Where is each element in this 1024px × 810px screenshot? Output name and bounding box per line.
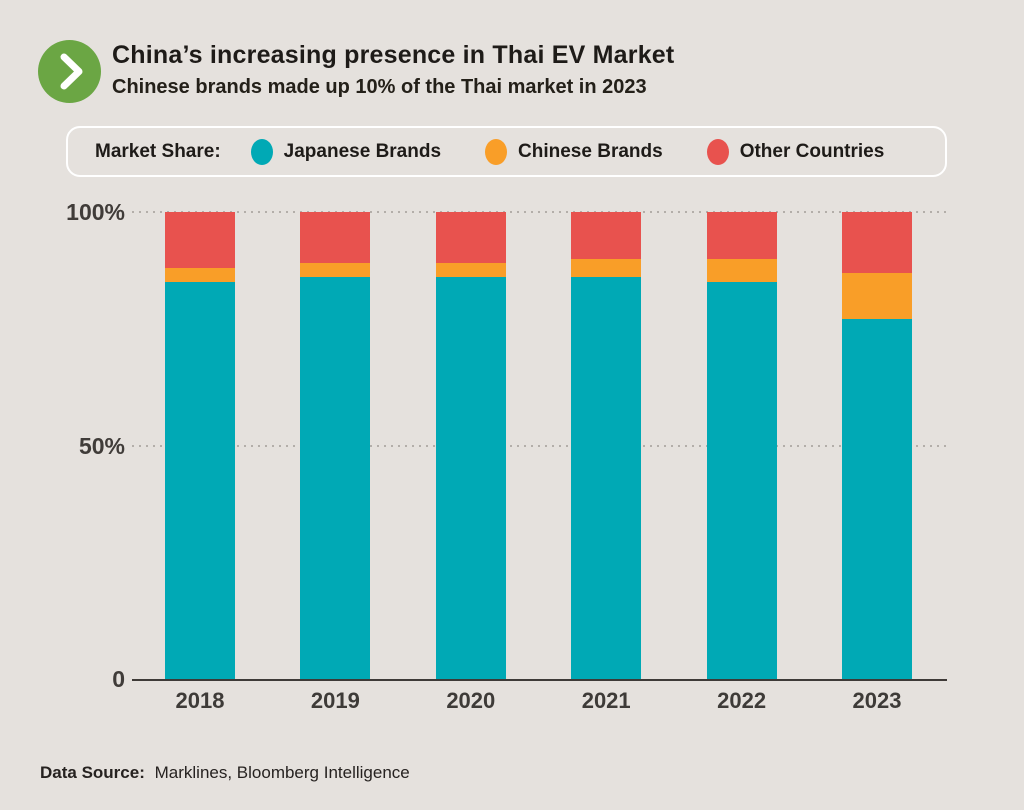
x-axis-label-2021: 2021 [581,688,631,713]
segment-2018-japanese-brands [165,282,235,679]
legend-item-other-countries: Other Countries [706,138,885,165]
bar-2022 [706,212,777,679]
segment-2018-chinese-brands [165,268,235,283]
chevron-right-icon [38,40,101,103]
plot-area [132,211,947,681]
chevron-right-glyph [60,53,83,90]
data-source-value: Marklines, Bloomberg Intelligence [154,763,410,782]
x-axis-label-2018: 2018 [175,688,225,713]
segment-2021-japanese-brands [571,277,642,679]
header: China’s increasing presence in Thai EV M… [112,40,674,99]
segment-2023-japanese-brands [842,319,912,679]
bar-2019 [300,212,371,679]
gridline-100 [132,211,947,213]
x-axis-label-2023: 2023 [852,688,902,713]
legend-label-japanese: Japanese Brands [283,140,442,162]
y-axis-tick-50: 50% [78,432,125,459]
legend-dot-other-icon [706,138,729,165]
data-source: Data Source: Marklines, Bloomberg Intell… [40,762,410,784]
segment-2020-other-countries [435,212,506,264]
segment-2023-chinese-brands [842,272,912,320]
segment-2020-chinese-brands [435,263,506,278]
legend-label-chinese: Chinese Brands [518,140,663,162]
y-axis-tick-0: 0 [112,666,125,692]
x-axis-line [132,679,947,681]
legend-dot-japanese-icon [250,138,273,165]
x-axis-label-2020: 2020 [446,688,496,713]
segment-2022-japanese-brands [706,282,777,679]
segment-2019-japanese-brands [300,277,371,679]
bar-2023 [842,212,912,679]
gridline-50 [132,444,947,447]
segment-2022-chinese-brands [706,258,777,283]
segment-2021-chinese-brands [571,258,642,278]
segment-2021-other-countries [571,212,642,259]
y-axis-tick-100: 100% [66,199,125,225]
legend-item-japanese-brands: Japanese Brands [250,138,442,165]
x-axis-label-2022: 2022 [717,688,767,713]
x-axis-label-2019: 2019 [310,688,360,713]
segment-2019-other-countries [300,212,371,264]
legend-label-other: Other Countries [739,140,885,162]
legend-title: Market Share: [95,140,221,162]
bar-2018 [165,212,235,679]
segment-2023-other-countries [842,212,912,273]
legend: Market Share: Japanese Brands Chinese Br… [66,126,947,177]
segment-2020-japanese-brands [435,277,506,679]
bar-2020 [435,212,506,679]
page-subtitle: Chinese brands made up 10% of the Thai m… [112,76,647,98]
data-source-label: Data Source: [40,763,145,782]
bar-2021 [571,212,642,679]
segment-2022-other-countries [706,212,777,259]
legend-dot-chinese-icon [485,138,508,165]
segment-2019-chinese-brands [300,263,371,278]
segment-2018-other-countries [165,212,235,269]
page-title: China’s increasing presence in Thai EV M… [112,41,675,69]
legend-item-chinese-brands: Chinese Brands [485,138,663,165]
